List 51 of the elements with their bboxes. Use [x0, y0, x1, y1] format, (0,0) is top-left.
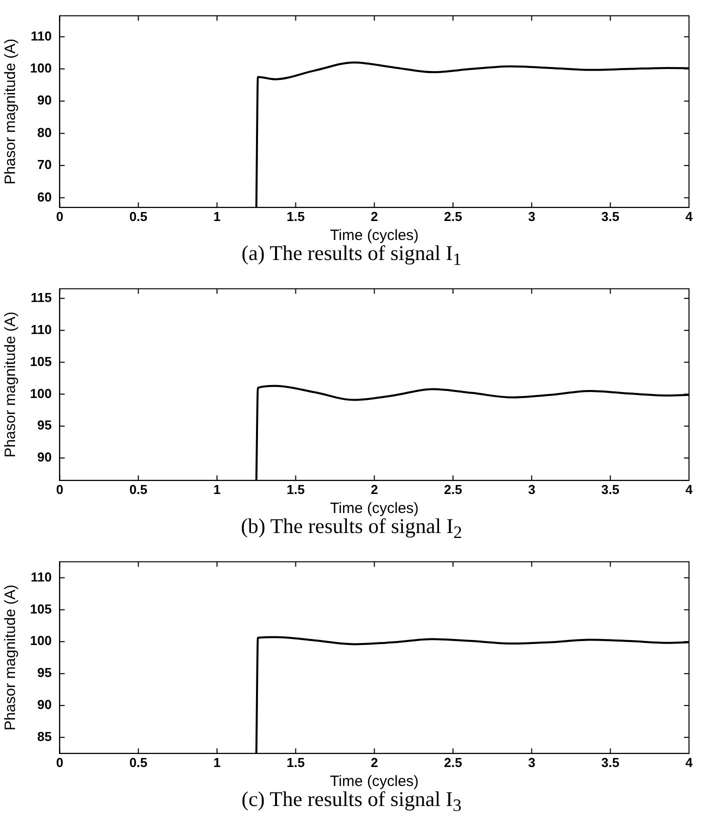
y-axis-title: Phasor magnitude (A)	[2, 38, 20, 185]
y-tick-label: 110	[30, 28, 52, 44]
y-tick-label: 90	[37, 92, 52, 108]
x-tick-label: 1.5	[286, 482, 305, 497]
x-tick-label: 0	[56, 208, 64, 224]
x-tick-label: 3.5	[601, 754, 620, 770]
x-axis-title: Time (cycles)	[330, 227, 419, 244]
y-tick-label: 100	[30, 386, 52, 401]
y-tick-label: 105	[30, 354, 52, 369]
x-tick-label: 1.5	[286, 754, 305, 770]
x-tick-label: 1	[213, 482, 221, 497]
x-tick-label: 0	[56, 754, 64, 770]
x-tick-label: 3	[528, 482, 536, 497]
x-tick-label: 2.5	[444, 208, 462, 224]
x-tick-label: 2.5	[444, 754, 462, 770]
y-tick-label: 100	[30, 633, 52, 648]
x-axis-title: Time (cycles)	[330, 500, 419, 518]
y-tick-label: 85	[37, 729, 52, 744]
x-tick-label: 0.5	[129, 482, 148, 497]
y-tick-label: 90	[37, 450, 52, 465]
x-axis-title: Time (cycles)	[330, 773, 419, 790]
x-tick-label: 4	[685, 482, 694, 497]
x-tick-label: 2	[370, 208, 378, 224]
y-tick-label: 90	[37, 697, 52, 712]
y-axis-title: Phasor magnitude (A)	[2, 312, 20, 458]
y-axis-title: Phasor magnitude (A)	[2, 584, 20, 731]
y-tick-label: 100	[30, 60, 52, 76]
y-tick-label: 60	[37, 189, 52, 204]
y-tick-label: 70	[37, 157, 52, 172]
x-tick-label: 3.5	[601, 482, 620, 497]
y-tick-label: 95	[37, 665, 52, 680]
x-tick-label: 3	[528, 208, 536, 224]
x-tick-label: 1	[213, 754, 221, 770]
y-tick-label: 110	[30, 569, 52, 584]
y-tick-label: 110	[30, 322, 52, 337]
x-tick-label: 0.5	[129, 754, 148, 770]
x-tick-label: 4	[685, 208, 694, 224]
x-tick-label: 3.5	[601, 208, 620, 224]
x-tick-label: 3	[528, 754, 536, 770]
x-tick-label: 2.5	[444, 482, 462, 497]
x-tick-label: 1	[213, 208, 221, 224]
y-tick-label: 115	[30, 290, 52, 305]
x-tick-label: 2	[370, 754, 378, 770]
y-tick-label: 80	[37, 124, 52, 140]
x-tick-label: 0	[56, 482, 64, 497]
x-tick-label: 4	[685, 754, 694, 770]
y-tick-label: 105	[30, 601, 52, 616]
x-tick-label: 2	[370, 482, 378, 497]
x-tick-label: 1.5	[286, 208, 305, 224]
y-tick-label: 95	[37, 418, 52, 433]
x-tick-label: 0.5	[129, 208, 148, 224]
